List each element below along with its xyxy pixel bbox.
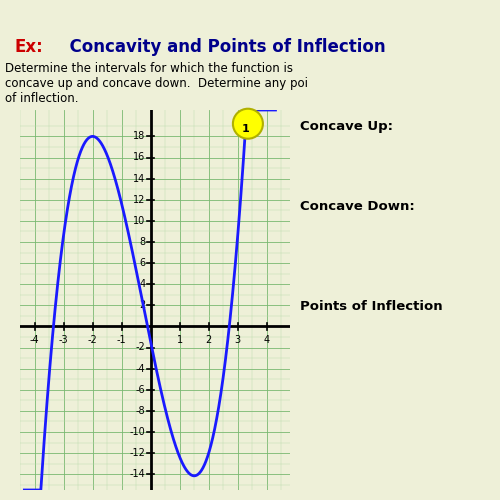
Text: -6: -6: [136, 384, 145, 394]
Text: -1: -1: [117, 335, 126, 345]
Text: 2: 2: [206, 335, 212, 345]
Text: -12: -12: [130, 448, 146, 458]
Text: 6: 6: [140, 258, 145, 268]
Text: 4: 4: [140, 279, 145, 289]
Text: -14: -14: [130, 469, 146, 479]
Text: -10: -10: [130, 427, 146, 437]
Text: -2: -2: [136, 342, 145, 352]
Text: 14: 14: [133, 174, 145, 184]
Text: Determine the intervals for which the function is: Determine the intervals for which the fu…: [5, 62, 293, 76]
Text: 12: 12: [133, 194, 145, 204]
Text: -4: -4: [30, 335, 40, 345]
Text: 3: 3: [234, 335, 241, 345]
Text: 18: 18: [133, 132, 145, 141]
Text: Ex:: Ex:: [15, 38, 44, 56]
Text: 1: 1: [176, 335, 182, 345]
Text: Concave Up:: Concave Up:: [300, 120, 393, 133]
Text: -2: -2: [88, 335, 98, 345]
Text: -3: -3: [58, 335, 68, 345]
Text: Concavity and Points of Inflection: Concavity and Points of Inflection: [58, 38, 385, 56]
Text: Points of Inflection: Points of Inflection: [300, 300, 442, 313]
Text: 1: 1: [242, 124, 250, 134]
Text: 8: 8: [140, 237, 145, 247]
Text: 10: 10: [133, 216, 145, 226]
Text: -4: -4: [136, 364, 145, 374]
Text: concave up and concave down.  Determine any poi: concave up and concave down. Determine a…: [5, 78, 308, 90]
Text: Concave Down:: Concave Down:: [300, 200, 415, 213]
Text: 4: 4: [264, 335, 270, 345]
Text: 2: 2: [139, 300, 145, 310]
Text: of inflection.: of inflection.: [5, 92, 78, 106]
Text: 16: 16: [133, 152, 145, 162]
Text: -8: -8: [136, 406, 145, 416]
